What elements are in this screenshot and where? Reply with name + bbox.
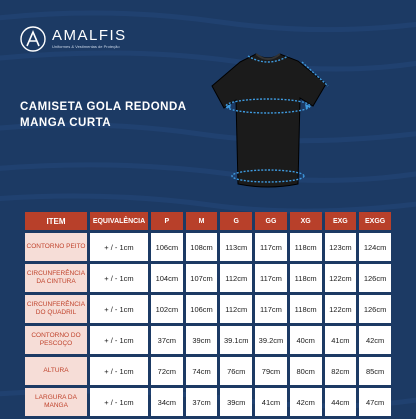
table-cell: 107cm (185, 264, 218, 292)
table-cell: 118cm (289, 264, 322, 292)
header-size-m: M (185, 212, 218, 230)
table-cell: 44cm (324, 388, 357, 416)
size-table: ITEM EQUIVALÊNCIA P M G GG XG EXG EXGG C… (22, 209, 394, 419)
row-label: CONTORNO DO PESCOÇO (25, 326, 87, 354)
table-cell: 118cm (289, 295, 322, 323)
row-label: CONTORNO PEITO (25, 233, 87, 261)
equivalence-cell: + / - 1cm (90, 357, 148, 385)
product-title: CAMISETA GOLA REDONDA MANGA CURTA (20, 99, 187, 131)
header-size-gg: GG (255, 212, 287, 230)
table-cell: 41cm (324, 326, 357, 354)
table-cell: 126cm (359, 264, 391, 292)
table-cell: 108cm (185, 233, 218, 261)
table-cell: 42cm (359, 326, 391, 354)
table-cell: 117cm (255, 295, 287, 323)
table-cell: 41cm (255, 388, 287, 416)
tshirt-image (211, 53, 329, 188)
header-item: ITEM (25, 212, 87, 230)
table-cell: 85cm (359, 357, 391, 385)
row-label: ALTURA (25, 357, 87, 385)
table-cell: 118cm (289, 233, 322, 261)
table-cell: 123cm (324, 233, 357, 261)
equivalence-cell: + / - 1cm (90, 388, 148, 416)
table-cell: 113cm (220, 233, 253, 261)
table-cell: 122cm (324, 264, 357, 292)
header-equivalencia: EQUIVALÊNCIA (90, 212, 148, 230)
equivalence-cell: + / - 1cm (90, 295, 148, 323)
brand-logo: AMALFIS Uniformes & Vestimentas de Prote… (20, 26, 127, 52)
equivalence-cell: + / - 1cm (90, 233, 148, 261)
table-cell: 82cm (324, 357, 357, 385)
table-cell: 39.1cm (220, 326, 253, 354)
table-cell: 106cm (151, 233, 183, 261)
table-cell: 40cm (289, 326, 322, 354)
table-cell: 124cm (359, 233, 391, 261)
table-row: CIRCUNFERÊNCIA DO QUADRIL + / - 1cm 102c… (25, 295, 391, 323)
table-cell: 112cm (220, 295, 253, 323)
table-cell: 80cm (289, 357, 322, 385)
table-cell: 122cm (324, 295, 357, 323)
header-size-exg: EXG (324, 212, 357, 230)
product-title-line2: MANGA CURTA (20, 117, 112, 129)
table-cell: 126cm (359, 295, 391, 323)
table-cell: 76cm (220, 357, 253, 385)
table-cell: 102cm (151, 295, 183, 323)
brand-tagline: Uniformes & Vestimentas de Proteção (52, 44, 120, 49)
row-label: CIRCUNFERÊNCIA DO QUADRIL (25, 295, 87, 323)
header-size-xg: XG (289, 212, 322, 230)
table-cell: 106cm (185, 295, 218, 323)
table-cell: 39cm (185, 326, 218, 354)
table-cell: 37cm (185, 388, 218, 416)
table-row: CIRCUNFERÊNCIA DA CINTURA + / - 1cm 104c… (25, 264, 391, 292)
header-size-exgg: EXGG (359, 212, 391, 230)
table-cell: 39cm (220, 388, 253, 416)
table-cell: 72cm (151, 357, 183, 385)
row-label: LARGURA DA MANGA (25, 388, 87, 416)
table-cell: 34cm (151, 388, 183, 416)
table-cell: 37cm (151, 326, 183, 354)
table-cell: 42cm (289, 388, 322, 416)
equivalence-cell: + / - 1cm (90, 326, 148, 354)
table-cell: 74cm (185, 357, 218, 385)
table-cell: 112cm (220, 264, 253, 292)
logo-a-icon (20, 26, 46, 52)
table-cell: 117cm (255, 233, 287, 261)
table-cell: 39.2cm (255, 326, 287, 354)
table-cell: 104cm (151, 264, 183, 292)
header-size-g: G (220, 212, 253, 230)
table-row: LARGURA DA MANGA + / - 1cm 34cm 37cm 39c… (25, 388, 391, 416)
row-label: CIRCUNFERÊNCIA DA CINTURA (25, 264, 87, 292)
table-cell: 79cm (255, 357, 287, 385)
product-title-line1: CAMISETA GOLA REDONDA (20, 101, 187, 113)
header-size-p: P (151, 212, 183, 230)
table-row: CONTORNO PEITO + / - 1cm 106cm 108cm 113… (25, 233, 391, 261)
table-cell: 117cm (255, 264, 287, 292)
brand-name: AMALFIS (52, 27, 127, 44)
table-row: ALTURA + / - 1cm 72cm 74cm 76cm 79cm 80c… (25, 357, 391, 385)
table-cell: 47cm (359, 388, 391, 416)
size-table-header-row: ITEM EQUIVALÊNCIA P M G GG XG EXG EXGG (25, 212, 391, 230)
table-row: CONTORNO DO PESCOÇO + / - 1cm 37cm 39cm … (25, 326, 391, 354)
equivalence-cell: + / - 1cm (90, 264, 148, 292)
